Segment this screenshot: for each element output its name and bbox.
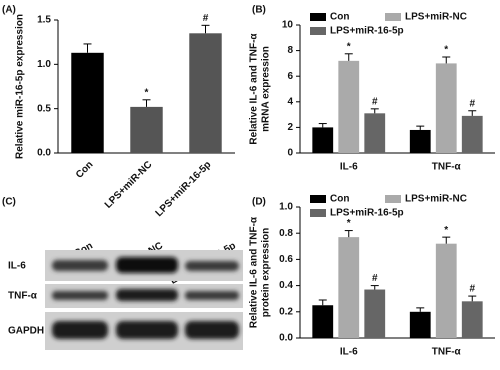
annotation: # — [469, 98, 475, 109]
band — [116, 321, 178, 339]
y-tick-label: 0.0 — [279, 333, 293, 344]
x-tick-label: LPS+miR-16-5p — [154, 159, 214, 219]
y-tick-label: 10 — [282, 20, 294, 31]
y-tick-label: 0.4 — [279, 280, 293, 291]
bar — [461, 115, 483, 153]
panel-label: (B) — [252, 5, 266, 16]
y-tick-label: 2 — [287, 122, 293, 133]
annotation: * — [444, 45, 448, 56]
y-tick-label: 4 — [287, 96, 293, 107]
panel-label: (C) — [2, 197, 16, 208]
band — [52, 260, 108, 271]
bar — [71, 52, 104, 153]
legend-label: LPS+miR-16-5p — [330, 26, 404, 37]
x-tick-label: Con — [74, 159, 96, 181]
legend-swatch — [310, 195, 326, 203]
y-axis-label: mRNA expression — [261, 46, 272, 132]
legend-label: LPS+miR-NC — [405, 194, 467, 205]
annotation: * — [347, 218, 351, 229]
annotation: # — [372, 96, 378, 107]
y-tick-label: 1.0 — [279, 202, 293, 213]
annotation: * — [145, 87, 149, 98]
y-axis-label: Relative miR-16-5p expression — [15, 14, 26, 159]
y-tick-label: 1.5 — [37, 15, 51, 26]
legend-label: LPS+miR-16-5p — [330, 208, 404, 219]
band — [52, 291, 108, 300]
y-tick-label: 0.6 — [279, 254, 293, 265]
y-tick-label: 0.0 — [37, 148, 51, 159]
bar — [338, 60, 360, 154]
x-tick-label: TNF-α — [432, 162, 462, 173]
blot-panel: (C) Con LPS+miR-NC LPS+miR-16-5p IL-6 TN… — [2, 197, 243, 350]
bar — [435, 63, 457, 153]
y-tick-label: 8 — [287, 45, 293, 56]
annotation: * — [347, 41, 351, 52]
y-tick-label: 1.0 — [37, 59, 51, 70]
legend-label: Con — [330, 194, 349, 205]
bar — [189, 33, 222, 153]
bar — [312, 127, 334, 153]
band — [116, 289, 178, 301]
y-axis-label: Relative IL-6 and TNF-α — [249, 216, 260, 328]
x-tick-label: LPS+miR-NC — [103, 159, 155, 211]
y-tick-label: 0 — [287, 148, 293, 159]
y-axis-label: protein expression — [261, 228, 272, 317]
y-tick-label: 0.2 — [279, 306, 293, 317]
row-label: IL-6 — [8, 261, 26, 272]
bar — [364, 113, 386, 153]
bar — [409, 129, 431, 153]
annotation: # — [469, 284, 475, 295]
x-tick-label: TNF-α — [432, 347, 462, 358]
bar — [435, 243, 457, 338]
row-label: GAPDH — [8, 326, 44, 337]
bar — [364, 289, 386, 338]
legend-label: Con — [330, 12, 349, 23]
panel-label: (A) — [2, 5, 16, 16]
legend-swatch — [310, 13, 326, 21]
band — [185, 261, 239, 271]
x-tick-label: IL-6 — [340, 162, 358, 173]
band — [185, 291, 239, 300]
y-tick-label: 6 — [287, 71, 293, 82]
band — [116, 257, 178, 273]
y-tick-label: 0.5 — [37, 103, 51, 114]
bar — [461, 301, 483, 338]
y-axis-label: Relative IL-6 and TNF-α — [249, 33, 260, 145]
panel-label: (D) — [252, 197, 266, 208]
band — [52, 321, 108, 339]
bar — [312, 305, 334, 338]
bar — [338, 237, 360, 338]
bands — [52, 257, 239, 339]
legend-label: LPS+miR-NC — [405, 12, 467, 23]
band — [185, 321, 239, 339]
x-tick-label: IL-6 — [340, 347, 358, 358]
legend-swatch — [310, 27, 326, 35]
legend-swatch — [385, 13, 401, 21]
row-label: TNF-α — [8, 291, 38, 302]
annotation: # — [203, 13, 209, 24]
legend-swatch — [385, 195, 401, 203]
annotation: # — [372, 273, 378, 284]
legend-swatch — [310, 209, 326, 217]
bar — [130, 106, 163, 153]
y-tick-label: 0.8 — [279, 228, 293, 239]
bar — [409, 311, 431, 338]
annotation: * — [444, 225, 448, 236]
